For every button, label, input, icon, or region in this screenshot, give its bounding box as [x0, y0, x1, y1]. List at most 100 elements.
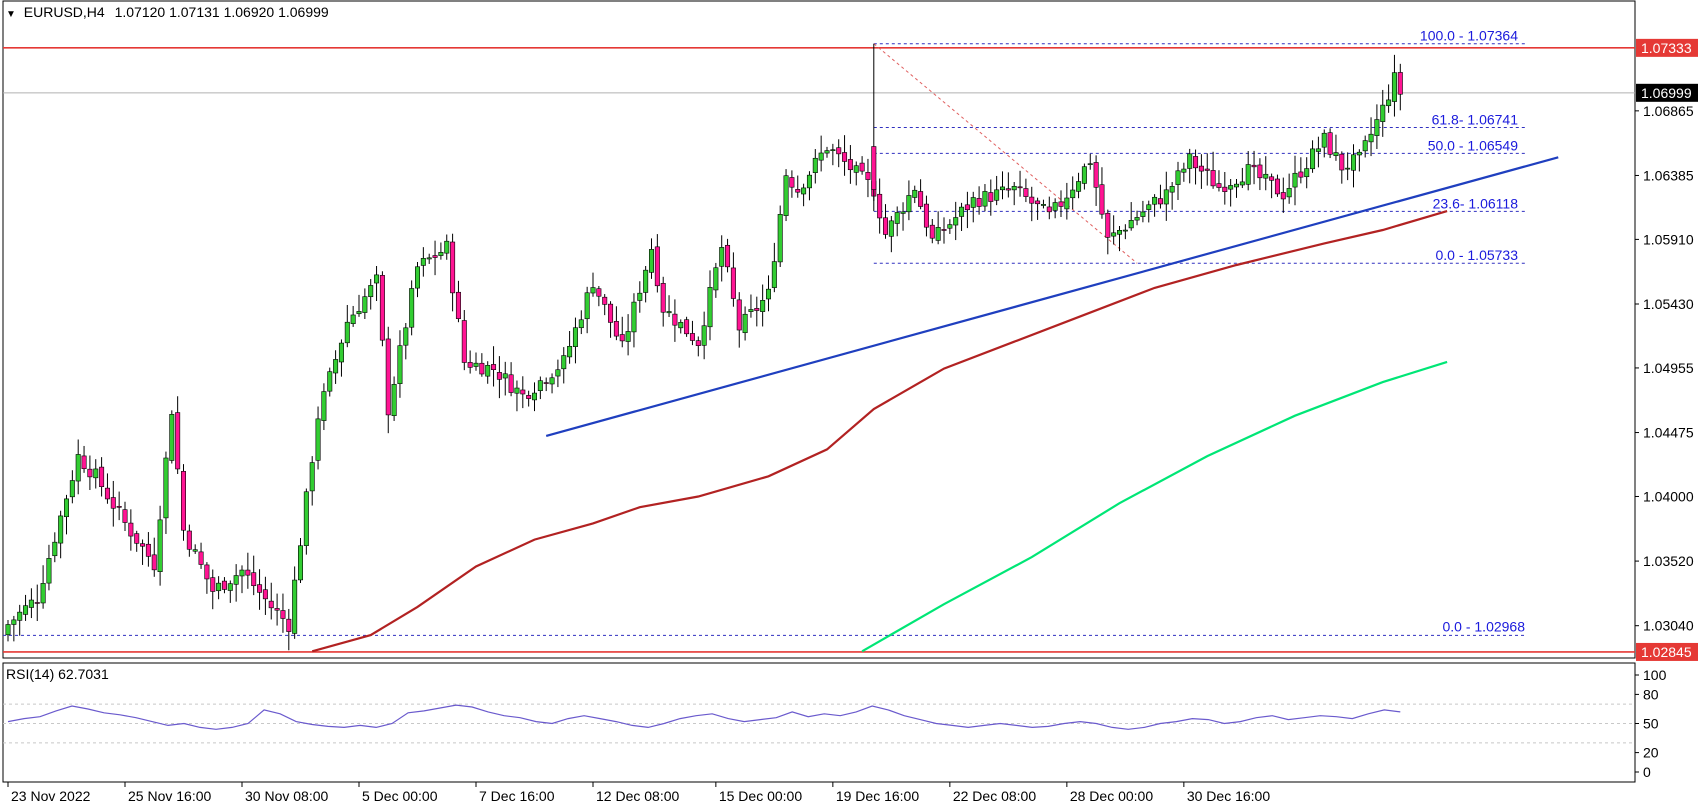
candle-bear	[1251, 164, 1257, 168]
candle-bull	[637, 292, 643, 301]
candle-bear	[877, 193, 883, 219]
triangle-down-icon[interactable]: ▼	[6, 9, 16, 20]
candle-bear	[1105, 212, 1111, 238]
candle-bull	[420, 258, 426, 266]
candle-bull	[1234, 183, 1240, 188]
candle-bull	[1386, 99, 1392, 107]
candle-bull	[1245, 164, 1251, 185]
candle-bull	[1152, 196, 1158, 205]
candle-bear	[210, 577, 216, 592]
candle-bull	[11, 619, 17, 625]
candle-bull	[75, 454, 81, 482]
candle-bear	[1327, 132, 1333, 155]
candle-bear	[859, 162, 865, 172]
fib-level-label: 100.0 - 1.07364	[1420, 28, 1518, 44]
candle-bull	[438, 252, 444, 256]
candle-bear	[1017, 186, 1023, 189]
candle-bear	[608, 303, 614, 323]
candle-bull	[830, 149, 836, 151]
rsi-tick-label: 20	[1643, 745, 1659, 761]
candle-bear	[104, 487, 110, 500]
candle-bull	[719, 247, 725, 267]
fib-low-label: 0.0 - 1.02968	[1442, 618, 1525, 634]
candle-bull	[69, 480, 75, 498]
time-tick-label: 15 Dec 00:00	[719, 788, 802, 804]
candle-bull	[748, 309, 754, 312]
candle-bear	[1035, 200, 1041, 205]
candle-bear	[1193, 156, 1199, 169]
candle-bear	[964, 204, 970, 211]
candle-bear	[491, 364, 497, 371]
moving-average-red	[311, 210, 1448, 653]
candle-bear	[1204, 168, 1210, 171]
candle-bull	[1117, 230, 1123, 235]
candle-bull	[959, 206, 965, 217]
candle-bull	[1181, 168, 1187, 173]
price-axis: 1.06865 1.06385 1.05910 1.05430 1.04955 1.044…	[1635, 103, 1694, 634]
support-trendline	[545, 156, 1559, 437]
main-panel-border	[2, 0, 1636, 659]
candle-bull	[578, 319, 584, 329]
candle-bull	[333, 359, 339, 374]
trendline	[545, 156, 1559, 437]
rsi-tick-label: 50	[1643, 716, 1659, 732]
candle-bull	[1169, 186, 1175, 193]
time-tick-label: 19 Dec 16:00	[836, 788, 919, 804]
candle-bull	[473, 362, 479, 367]
candle-bear	[257, 584, 263, 593]
candle-bull	[485, 365, 491, 377]
candle-bear	[151, 554, 157, 571]
candle-bull	[292, 579, 298, 634]
candle-bull	[1011, 185, 1017, 191]
candle-bull	[1333, 152, 1339, 157]
candle-bear	[140, 543, 146, 547]
candle-bear	[695, 340, 701, 346]
moving-average-green	[861, 360, 1448, 653]
candle-bear	[274, 608, 280, 611]
candle-bear	[672, 313, 678, 326]
price-tick-label: 1.04475	[1643, 425, 1694, 441]
candle-bull	[374, 274, 380, 284]
candle-bear	[479, 362, 485, 375]
candle-bear	[882, 217, 888, 235]
candle-bull	[1362, 140, 1368, 152]
candle-bear	[81, 455, 87, 470]
candle-bear	[923, 203, 929, 228]
candle-bull	[549, 377, 555, 385]
candle-bear	[520, 389, 526, 395]
candle-bear	[1257, 164, 1263, 179]
candle-bull	[58, 515, 64, 544]
candle-bull	[227, 583, 233, 591]
candle-bull	[403, 327, 409, 346]
candle-bear	[1198, 165, 1204, 172]
fib-level-label: 50.0 - 1.06549	[1428, 137, 1519, 153]
candle-bear	[596, 288, 602, 297]
candle-bull	[1111, 232, 1117, 237]
candle-bull	[771, 261, 777, 288]
time-tick-label: 30 Nov 08:00	[245, 788, 328, 804]
candle-bear	[198, 551, 204, 565]
candle-bear	[181, 471, 187, 531]
candle-bull	[1081, 166, 1087, 184]
time-tick-label: 23 Nov 2022	[11, 788, 91, 804]
candle-bull	[368, 285, 374, 298]
rsi-panel-border	[2, 662, 1636, 783]
candle-bear	[1397, 72, 1403, 95]
candle-bear	[660, 283, 666, 313]
candle-bear	[725, 244, 731, 268]
candle-bull	[1228, 185, 1234, 190]
candle-bear	[34, 602, 40, 604]
rsi-tick-label: 100	[1643, 667, 1667, 683]
candle-bull	[900, 211, 906, 214]
candle-bull	[994, 189, 1000, 201]
candle-bull	[806, 174, 812, 189]
candle-bull	[1122, 229, 1128, 232]
candle-bear	[204, 564, 210, 580]
candle-bull	[531, 392, 537, 401]
candle-bull	[707, 287, 713, 328]
candle-bear	[754, 308, 760, 311]
candle-bear	[128, 522, 134, 537]
candle-bull	[1239, 181, 1245, 186]
candle-bull	[297, 545, 303, 581]
